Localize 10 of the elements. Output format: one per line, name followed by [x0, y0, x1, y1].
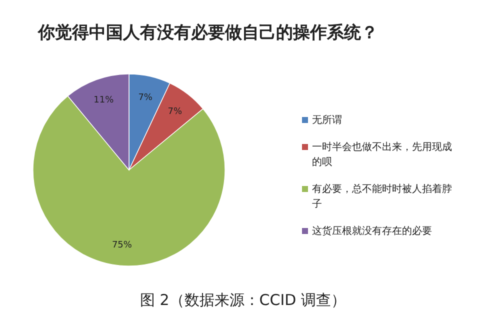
caption: 图 2（数据来源：CCID 调查） — [140, 291, 346, 309]
data-label: 7% — [168, 106, 182, 117]
data-label: 7% — [138, 93, 153, 104]
data-label: 11% — [94, 96, 114, 106]
legend-label: 无所谓 — [312, 114, 342, 126]
legend-label: 这货压根就没有存在的必要 — [312, 225, 432, 237]
data-label: 75% — [112, 240, 132, 251]
legend-label: 一时半会也做不出来，先用现成的呗 — [312, 141, 452, 168]
chart-title: 你觉得中国人有没有必要做自己的操作系统？ — [37, 23, 378, 43]
legend-label: 有必要，总不能时时被人掐着脖子 — [312, 183, 452, 210]
